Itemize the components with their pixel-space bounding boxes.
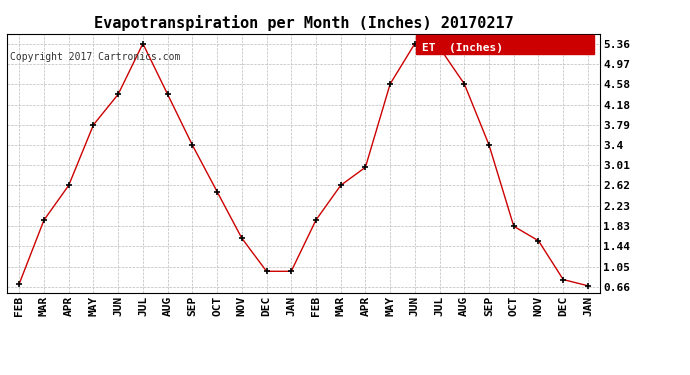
Title: Evapotranspiration per Month (Inches) 20170217: Evapotranspiration per Month (Inches) 20… xyxy=(94,15,513,31)
Bar xyxy=(416,35,594,54)
Text: ET  (Inches): ET (Inches) xyxy=(422,43,503,53)
Text: Copyright 2017 Cartronics.com: Copyright 2017 Cartronics.com xyxy=(10,52,181,62)
